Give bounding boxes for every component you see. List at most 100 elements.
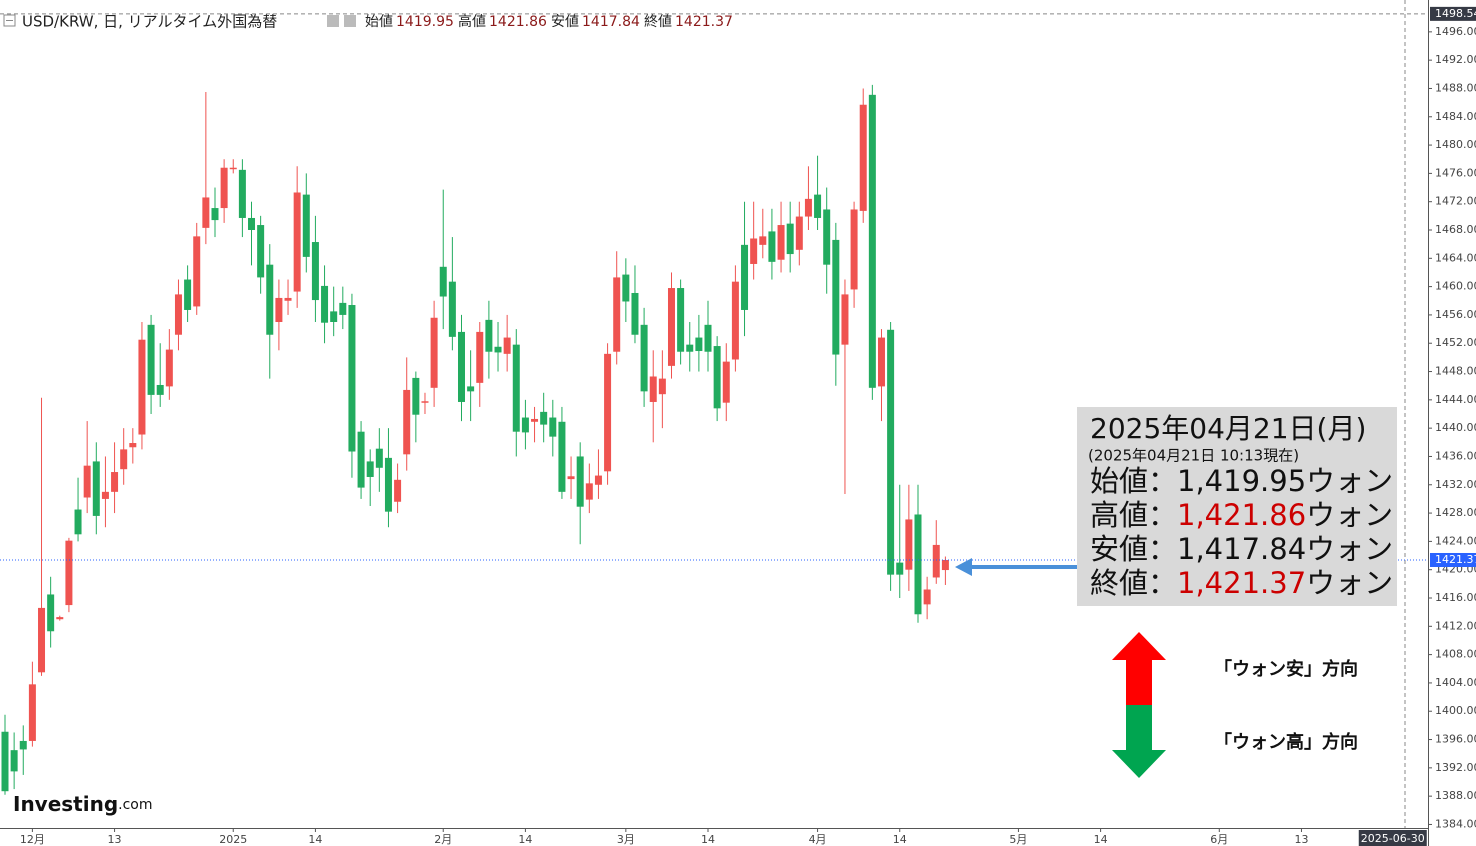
down-arrow (1112, 705, 1166, 778)
candle-body (421, 401, 429, 403)
settings-icon[interactable] (327, 15, 339, 27)
y-tick-label: 1452.00 (1435, 336, 1476, 349)
candle-body (585, 483, 593, 500)
candle-body (74, 509, 82, 535)
annotation-timestamp: (2025年04月21日 10:13現在) (1088, 447, 1299, 465)
candle-body (640, 324, 648, 392)
header-label: 高値 (458, 13, 486, 30)
candle-body (202, 197, 210, 228)
candle-body (914, 514, 922, 615)
candle-body (375, 448, 383, 468)
x-tick-label: 5月 (1009, 833, 1027, 846)
candle-body (613, 277, 621, 352)
candle-body (741, 244, 749, 310)
x-tick-label: 13 (1294, 833, 1308, 846)
header-label: 始値 (365, 14, 393, 30)
candle-body (311, 242, 319, 301)
x-tick-label: 14 (893, 833, 907, 846)
candle-body (1, 731, 9, 792)
candle-body (521, 417, 529, 433)
candle-body (38, 607, 46, 673)
candle-body (868, 94, 876, 388)
candle-body (540, 411, 548, 425)
row-value: 1,421.86 (1177, 498, 1306, 532)
y-tick-label: 1384.00 (1435, 817, 1476, 830)
candle-body (750, 238, 758, 264)
candle-body (677, 288, 685, 352)
candle-body (101, 491, 109, 499)
candle-body (759, 236, 767, 245)
y-tick-label: 1484.00 (1435, 110, 1476, 123)
x-tick-label: 2月 (434, 833, 452, 846)
candle-body (594, 475, 602, 485)
x-tick-label: 4月 (809, 833, 827, 846)
symbol-title: USD/KRW, 日, リアルタイム外国為替 (22, 13, 277, 31)
annotation-box (1077, 407, 1397, 606)
row-unit: ウォン (1306, 532, 1393, 566)
close-icon[interactable] (344, 15, 356, 27)
candle-body (165, 349, 173, 387)
candle-body (512, 344, 520, 432)
candle-body (330, 311, 338, 322)
candle-body (211, 208, 219, 221)
candle-body (448, 281, 456, 337)
last-price-tag (1430, 552, 1476, 567)
crosshair-price-label: 1498.54 (1435, 7, 1476, 20)
candle-body (649, 376, 657, 402)
header-value: 1421.86 (489, 14, 547, 30)
x-tick-label: 14 (308, 833, 322, 846)
candle-body (56, 617, 64, 620)
y-tick-label: 1412.00 (1435, 619, 1476, 632)
candle-body (576, 456, 584, 507)
candle-body (503, 337, 511, 354)
x-tick-label: 2025-06-30 (1361, 832, 1425, 845)
candle-body (768, 231, 776, 262)
plot: 1384.00 1388.00 1392.00 1396.00 1400.00 1404.… (0, 6, 1476, 846)
y-tick-label: 1448.00 (1435, 365, 1476, 378)
candle-body (339, 302, 347, 315)
up-arrow (1112, 632, 1166, 705)
annotation-row: 始値：1,419.95ウォン (1090, 464, 1393, 498)
candle-body (129, 443, 137, 448)
candle-body (19, 740, 27, 750)
y-tick-label: 1496.00 (1435, 25, 1476, 38)
y-tick-label: 1480.00 (1435, 138, 1476, 151)
x-tick-label: 12月 (20, 833, 45, 846)
candle-body (896, 562, 904, 575)
header-value: 1421.37 (675, 14, 733, 30)
brand-suffix: .com (118, 797, 152, 813)
x-tick-label: 14 (701, 833, 715, 846)
candle-body (932, 544, 940, 578)
annotation-date: 2025年04月21日(月) (1090, 412, 1366, 445)
collapse-icon[interactable] (3, 14, 16, 27)
candle-body (832, 239, 840, 355)
candle-body (549, 417, 557, 437)
candle-body (786, 223, 794, 255)
x-tick-label: 14 (518, 833, 532, 846)
y-tick-label: 1472.00 (1435, 195, 1476, 208)
candle-body (193, 236, 201, 307)
row-value: 1,417.84 (1177, 532, 1306, 566)
candle-body (887, 329, 895, 575)
candle-body (348, 305, 356, 452)
annotation-row: 終値：1,421.37ウォン (1090, 566, 1393, 600)
candle-body (138, 339, 146, 435)
y-tick-label: 1408.00 (1435, 648, 1476, 661)
header-value: 1419.95 (396, 14, 454, 30)
candle-body (713, 346, 721, 409)
candle-body (823, 209, 831, 265)
annotation-row: 高値：1,421.86ウォン (1090, 498, 1393, 532)
x-tick-label: 2025 (219, 833, 247, 846)
y-tick-label: 1400.00 (1435, 704, 1476, 717)
candle-body (458, 331, 465, 402)
header-ohlc: 始値 1419.95 高値 1421.86 安値 1417.84 終値 1421.37 (365, 13, 733, 30)
y-tick-label: 1488.00 (1435, 81, 1476, 94)
candle-body (174, 294, 182, 335)
candle-body (841, 294, 849, 345)
y-tick-label: 1404.00 (1435, 676, 1476, 689)
row-value: 1,421.37 (1177, 566, 1306, 600)
last-price-label: 1421.37 (1435, 553, 1476, 566)
candle-body (184, 279, 192, 310)
candle-body (695, 337, 703, 352)
candle-body (302, 194, 310, 257)
